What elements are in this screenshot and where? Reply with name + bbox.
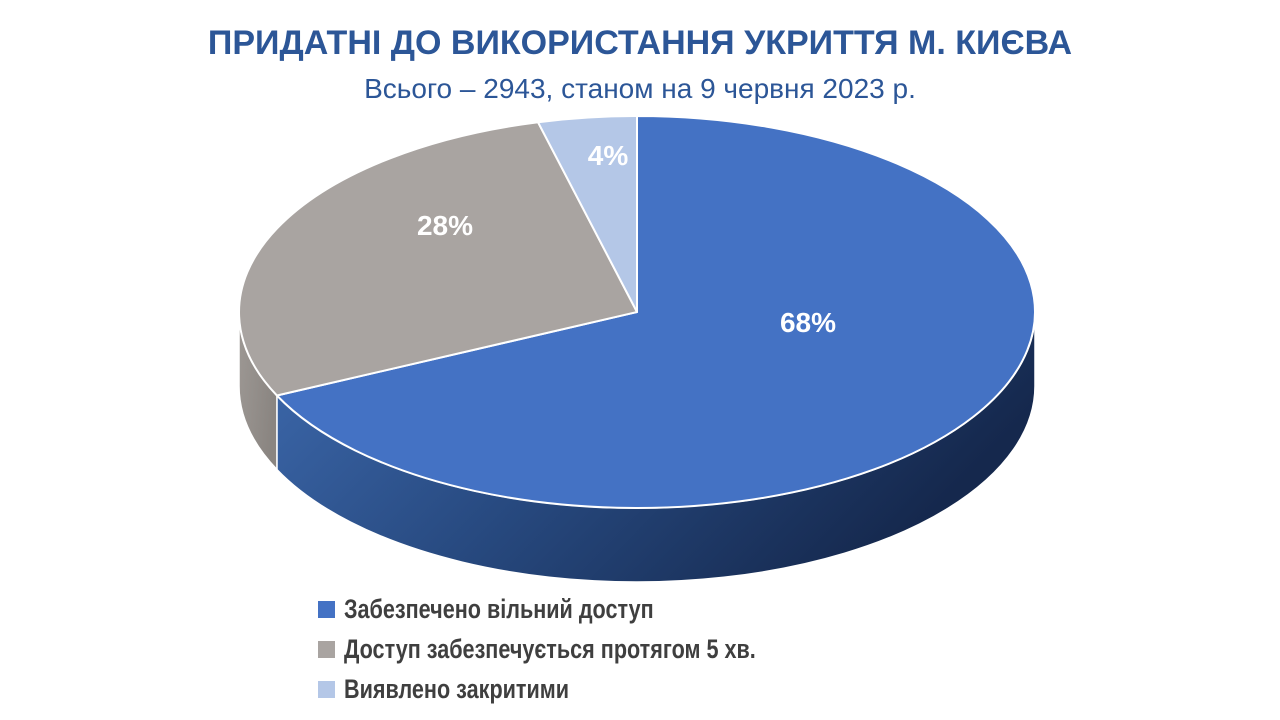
- pie-data-label-0: 68%: [780, 307, 836, 338]
- legend-label: Доступ забезпечується протягом 5 хв.: [344, 633, 756, 664]
- legend-item-access-5min: Доступ забезпечується протягом 5 хв.: [318, 633, 859, 664]
- chart-subtitle: Всього – 2943, станом на 9 червня 2023 р…: [364, 73, 916, 104]
- legend-swatch-lightblue: [318, 680, 335, 698]
- pie-slice-0: [275, 115, 1036, 509]
- legend-label: Забезпечено вільний доступ: [344, 593, 654, 624]
- pie-data-label-2: 4%: [588, 140, 629, 171]
- legend-swatch-gray: [318, 640, 335, 658]
- legend-label: Виявлено закритими: [344, 673, 570, 704]
- pie-slice-2: [537, 115, 638, 313]
- chart-legend: Забезпечено вільний доступ Доступ забезп…: [318, 593, 859, 704]
- pie-slice-1: [238, 121, 638, 397]
- legend-item-free-access: Забезпечено вільний доступ: [318, 593, 859, 624]
- page-title: ПРИДАТНІ ДО ВИКОРИСТАННЯ УКРИТТЯ М. КИЄВ…: [207, 24, 1073, 62]
- pie-data-label-1: 28%: [417, 210, 473, 241]
- legend-item-closed: Виявлено закритими: [318, 673, 859, 704]
- legend-swatch-blue: [318, 600, 335, 618]
